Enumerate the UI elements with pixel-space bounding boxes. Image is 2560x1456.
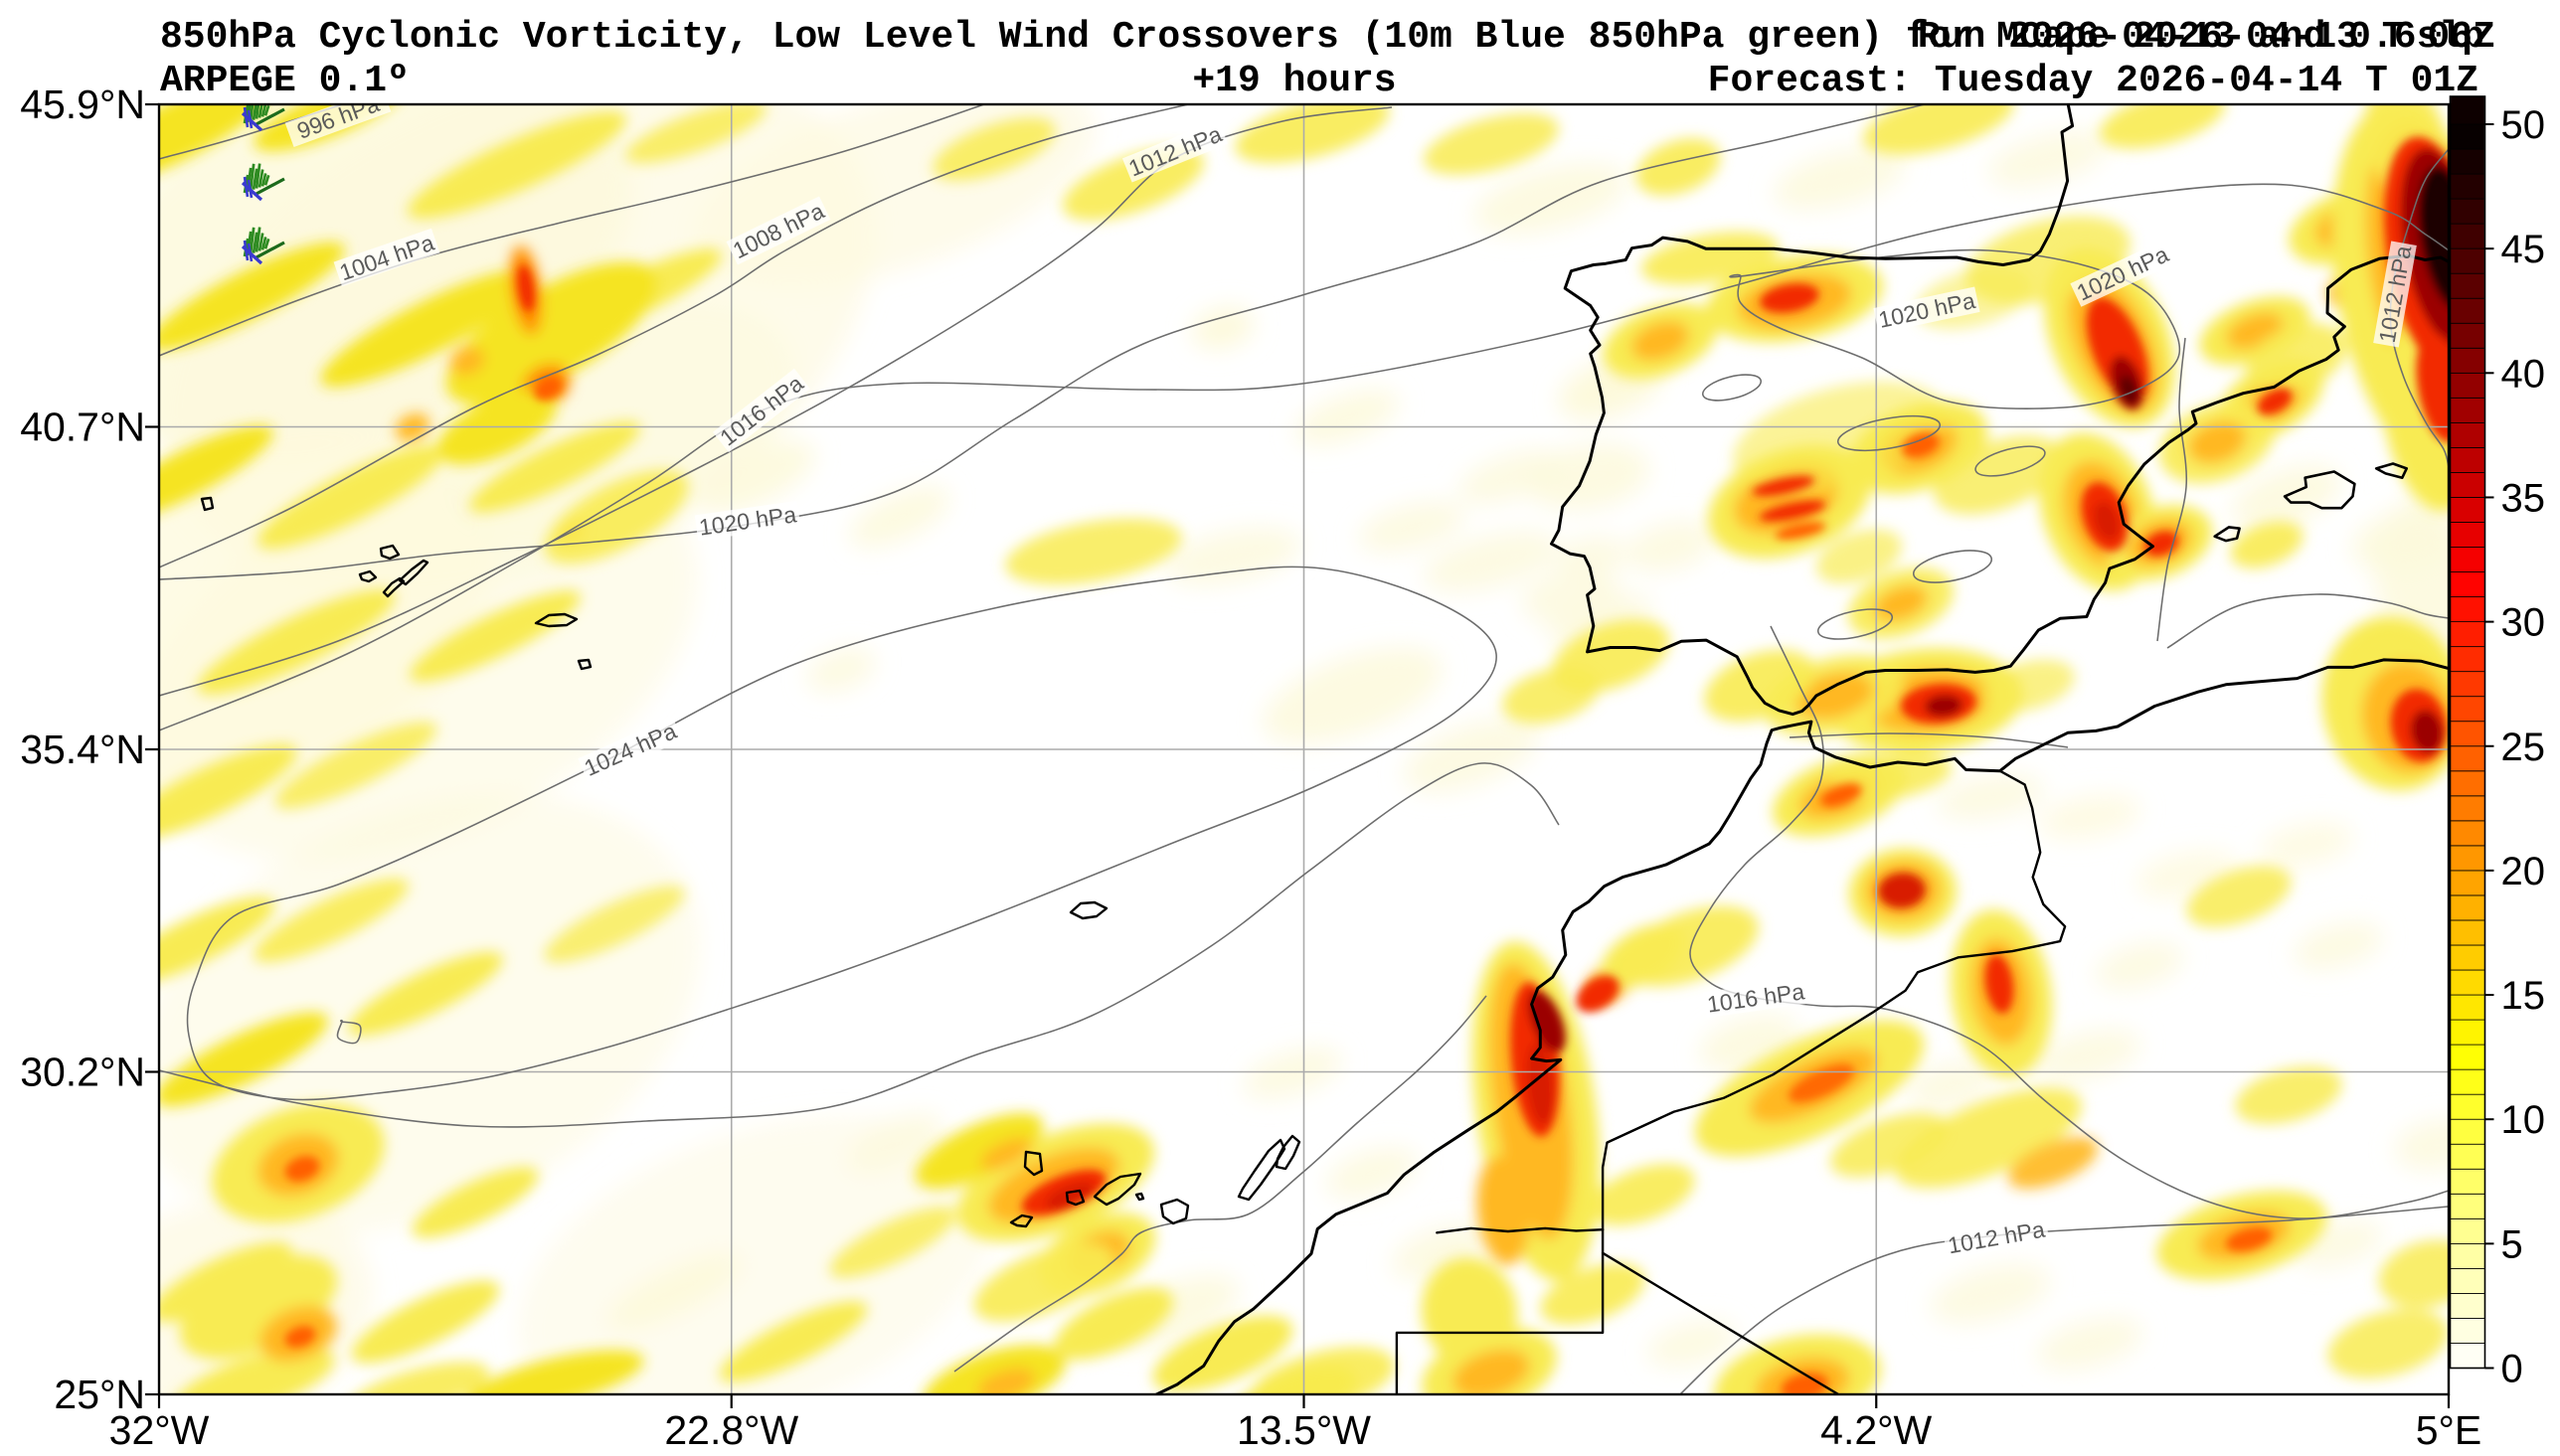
- svg-text:40.7°N: 40.7°N: [20, 404, 145, 450]
- svg-text:15: 15: [2501, 974, 2546, 1018]
- svg-text:45: 45: [2501, 228, 2546, 271]
- svg-text:25°N: 25°N: [54, 1372, 145, 1417]
- svg-text:30.2°N: 30.2°N: [20, 1050, 145, 1095]
- svg-text:Run 2026-04-13 and 0.6slp: Run 2026-04-13 and 0.6slp: [1918, 16, 2484, 59]
- svg-text:ARPEGE 0.1º: ARPEGE 0.1º: [160, 60, 410, 102]
- svg-text:850hPa Cyclonic Vorticity, Low: 850hPa Cyclonic Vorticity, Low Level Win…: [160, 16, 2495, 59]
- svg-text:50: 50: [2501, 103, 2546, 147]
- svg-text:5: 5: [2501, 1222, 2523, 1266]
- svg-text:40: 40: [2501, 352, 2546, 396]
- svg-text:35: 35: [2501, 476, 2546, 520]
- svg-text:13.5°W: 13.5°W: [1237, 1407, 1371, 1453]
- svg-text:+19 hours: +19 hours: [1192, 60, 1396, 102]
- svg-text:20: 20: [2501, 850, 2546, 893]
- svg-text:30: 30: [2501, 601, 2546, 645]
- svg-text:22.8°W: 22.8°W: [664, 1407, 798, 1453]
- svg-text:32°W: 32°W: [109, 1407, 210, 1453]
- svg-text:25: 25: [2501, 726, 2546, 769]
- svg-text:45.9°N: 45.9°N: [20, 81, 145, 127]
- svg-text:Forecast: Tuesday 2026-04-14 T: Forecast: Tuesday 2026-04-14 T 01Z: [1708, 60, 2478, 102]
- svg-text:0: 0: [2501, 1348, 2523, 1391]
- svg-text:35.4°N: 35.4°N: [20, 727, 145, 772]
- svg-text:4.2°W: 4.2°W: [1820, 1407, 1932, 1453]
- svg-text:5°E: 5°E: [2416, 1407, 2482, 1453]
- svg-text:10: 10: [2501, 1098, 2546, 1142]
